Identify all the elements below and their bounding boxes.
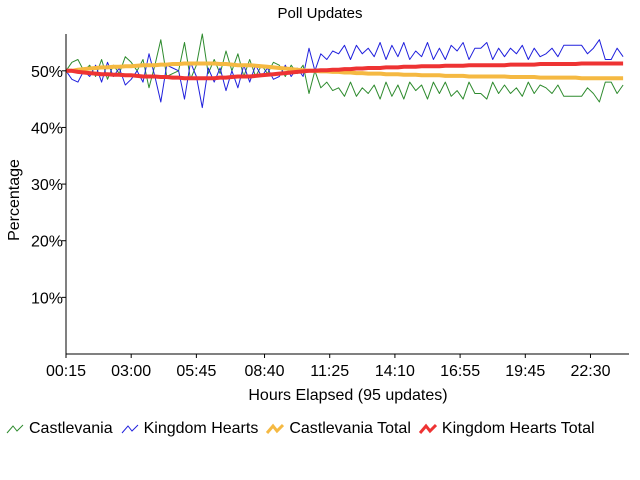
legend-swatch-icon bbox=[6, 424, 24, 433]
legend-item-kingdom-hearts: Kingdom Hearts bbox=[121, 418, 259, 439]
x-tick-label: 22:30 bbox=[570, 363, 610, 380]
y-tick-label: 40% bbox=[31, 120, 63, 137]
x-axis-label: Hours Elapsed (95 updates) bbox=[248, 387, 447, 404]
series-line-castlevania-total bbox=[66, 61, 624, 81]
y-tick-label: 10% bbox=[31, 290, 63, 307]
chart-title: Poll Updates bbox=[277, 5, 362, 22]
legend-label: Kingdom Hearts Total bbox=[441, 419, 595, 437]
y-tick-label: 20% bbox=[31, 234, 63, 251]
x-tick-label: 03:00 bbox=[111, 363, 151, 380]
plot-series bbox=[65, 33, 624, 109]
x-tick-label: 05:45 bbox=[176, 363, 216, 380]
chart-legend: Castlevania Kingdom Hearts Castlevania Tot… bbox=[6, 418, 634, 441]
legend-swatch-icon bbox=[418, 423, 437, 434]
series-line-kingdom-hearts bbox=[65, 39, 624, 109]
legend-item-castlevania: Castlevania bbox=[6, 418, 113, 439]
legend-item-kingdom-hearts-total: Kingdom Hearts Total bbox=[418, 418, 595, 439]
series-line-castlevania bbox=[65, 33, 624, 103]
y-tick-label: 50% bbox=[31, 64, 63, 81]
x-tick-label: 08:40 bbox=[245, 363, 285, 380]
series-line-kingdom-hearts-total bbox=[66, 61, 624, 81]
y-axis-label: Percentage bbox=[6, 159, 23, 241]
y-tick-label: 30% bbox=[31, 177, 63, 194]
legend-label: Castlevania bbox=[29, 419, 113, 437]
x-tick-label: 11:25 bbox=[310, 363, 349, 380]
x-tick-label: 14:10 bbox=[375, 363, 415, 380]
x-tick-label: 19:45 bbox=[505, 363, 545, 380]
legend-swatch-icon bbox=[121, 424, 138, 433]
legend-label: Kingdom Hearts bbox=[143, 419, 259, 437]
x-tick-label: 16:55 bbox=[440, 363, 480, 380]
x-tick-label: 00:15 bbox=[46, 363, 86, 380]
axes: 10% 20% 30% 40% 50% 00:15 03:00 05:45 08:40 11:25… bbox=[31, 34, 629, 380]
legend-item-castlevania-total: Castlevania Total bbox=[266, 418, 411, 439]
legend-label: Castlevania Total bbox=[289, 419, 411, 437]
legend-swatch-icon bbox=[266, 423, 285, 434]
